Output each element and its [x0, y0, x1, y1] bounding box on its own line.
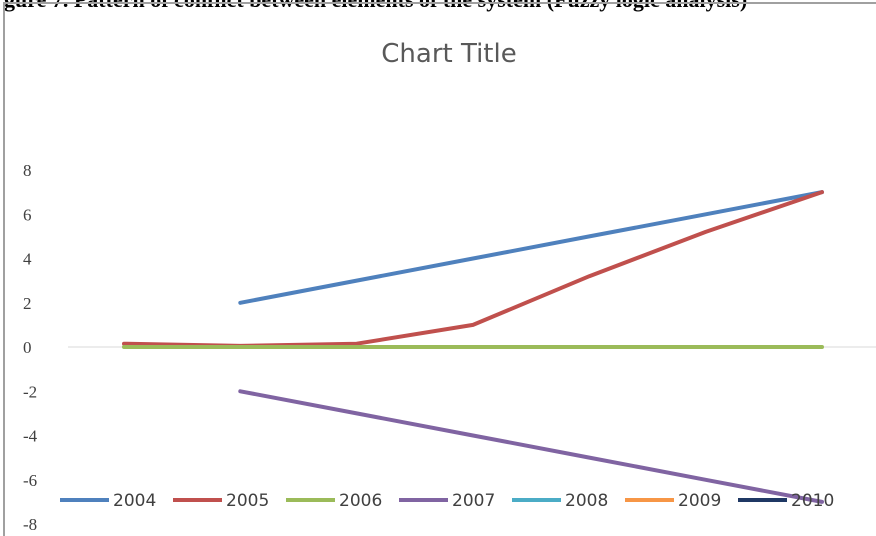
series-line-2007: [238, 389, 824, 504]
y-tick-label: 6: [23, 205, 32, 224]
y-tick-label: -4: [23, 427, 38, 446]
legend-label-2004: 2004: [113, 491, 156, 511]
y-tick-label: 4: [23, 250, 32, 269]
legend-label-2008: 2008: [565, 491, 608, 511]
series-line-2005: [122, 190, 824, 348]
y-tick-label: -8: [23, 515, 37, 534]
legend-label-2005: 2005: [226, 491, 269, 511]
legend: 2004 2005 2006 2007 2008 2009 2010: [60, 491, 834, 511]
chart-title: Chart Title: [381, 39, 516, 69]
legend-label-2009: 2009: [678, 491, 721, 511]
y-tick-label: 0: [23, 338, 32, 357]
series-lines: [122, 190, 824, 504]
y-tick-label: -6: [23, 471, 37, 490]
y-tick-label: 2: [23, 294, 32, 313]
y-tick-label: 8: [23, 161, 32, 180]
chart-frame: [3, 2, 876, 536]
legend-label-2006: 2006: [339, 491, 382, 511]
legend-label-2007: 2007: [452, 491, 495, 511]
legend-label-2010: 2010: [791, 491, 834, 511]
series-line-2004: [238, 190, 824, 305]
y-tick-label: -2: [23, 382, 37, 401]
